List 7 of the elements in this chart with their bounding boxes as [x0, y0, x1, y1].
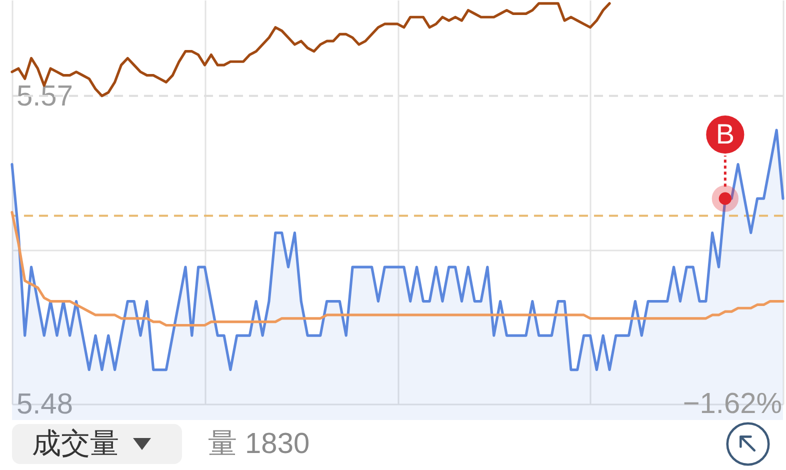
y-tick-label: 5.57	[16, 80, 73, 112]
text: 量 1830	[208, 427, 310, 462]
dropdown-button: 成交量	[12, 424, 182, 464]
y-tick-label: 5.48	[16, 388, 73, 420]
line-series	[10, 210, 784, 327]
annotation: −1.62%	[682, 388, 782, 420]
series-label: B	[716, 118, 735, 150]
